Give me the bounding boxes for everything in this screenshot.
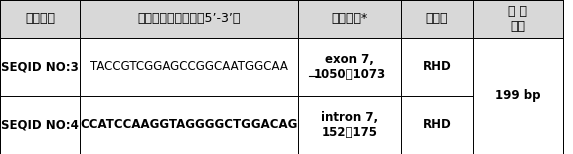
Text: RHD: RHD xyxy=(423,61,452,73)
Bar xyxy=(0,96,80,154)
Text: SEQID NO:4: SEQID NO:4 xyxy=(1,118,79,132)
Text: exon 7,
1050～1073: exon 7, 1050～1073 xyxy=(313,53,386,81)
Text: 对核苷酸引物序列（5’-3’）: 对核苷酸引物序列（5’-3’） xyxy=(138,12,241,26)
Text: TACCGTCGGAGCCGGCAATGGCAA: TACCGTCGGAGCCGGCAATGGCAA xyxy=(90,61,288,73)
Bar xyxy=(80,96,298,154)
Bar xyxy=(80,38,298,96)
Text: SEQID NO:3: SEQID NO:3 xyxy=(1,61,79,73)
Bar xyxy=(298,0,401,38)
Bar xyxy=(0,0,80,38)
Text: RHD: RHD xyxy=(423,118,452,132)
Text: CCATCCAAGGTAGGGGCTGGACAG: CCATCCAAGGTAGGGGCTGGACAG xyxy=(80,118,298,132)
Text: 扩 增
产物: 扩 增 产物 xyxy=(508,5,528,33)
Bar xyxy=(0,38,80,96)
Bar xyxy=(401,0,473,38)
Bar xyxy=(298,38,401,96)
Bar xyxy=(473,0,563,38)
Bar xyxy=(80,0,298,38)
Bar xyxy=(473,38,563,154)
Text: 引物位置*: 引物位置* xyxy=(331,12,368,26)
Bar xyxy=(298,96,401,154)
Text: intron 7,
152～175: intron 7, 152～175 xyxy=(321,111,378,139)
Bar xyxy=(401,96,473,154)
Text: 特异性: 特异性 xyxy=(426,12,448,26)
Bar xyxy=(401,38,473,96)
Text: 199 bp: 199 bp xyxy=(495,89,541,103)
Text: 引物编号: 引物编号 xyxy=(25,12,55,26)
